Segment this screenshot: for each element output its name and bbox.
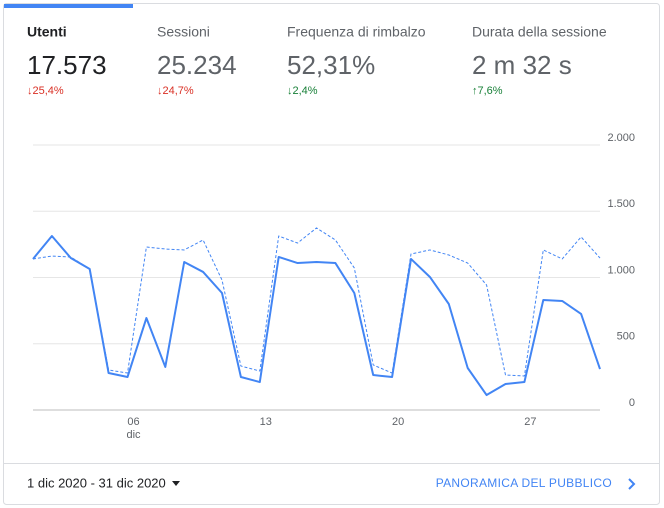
tab-change[interactable]: ↓2,4%	[287, 85, 318, 97]
tab-label[interactable]: Utenti	[27, 24, 67, 40]
y-tick-label: 0	[629, 397, 635, 409]
active-tab-indicator	[4, 4, 133, 8]
audience-link[interactable]: PANORAMICA DEL PUBBLICO	[436, 476, 612, 490]
tab-label[interactable]: Sessioni	[157, 24, 210, 40]
x-tick-label: 13	[260, 416, 272, 428]
card-border	[3, 3, 660, 505]
tab-value[interactable]: 2 m 32 s	[472, 50, 572, 80]
series-line	[32, 235, 601, 397]
x-tick-label: 27	[524, 416, 536, 428]
chevron[interactable]	[628, 478, 636, 490]
tab-change[interactable]: ↑7,6%	[472, 85, 503, 97]
tab-label[interactable]: Frequenza di rimbalzo	[287, 24, 426, 40]
dropdown-arrow[interactable]	[172, 481, 180, 486]
tab-label[interactable]: Durata della sessione	[472, 24, 607, 40]
comparison-line	[32, 227, 601, 377]
tab-value[interactable]: 17.573	[27, 50, 107, 80]
y-tick-label: 1.000	[607, 264, 635, 276]
tab-change[interactable]: ↓24,7%	[157, 85, 194, 97]
tab-value[interactable]: 25.234	[157, 50, 237, 80]
tab-value[interactable]: 52,31%	[287, 50, 375, 80]
y-tick-label: 1.500	[607, 198, 635, 210]
y-tick-label: 500	[617, 331, 635, 343]
date-range[interactable]: 1 dic 2020 - 31 dic 2020	[27, 475, 166, 490]
x-tick-label: 20	[392, 416, 404, 428]
x-tick-label: 06	[127, 416, 139, 428]
x-month-label: dic	[126, 429, 141, 441]
y-tick-label: 2.000	[607, 132, 635, 144]
tab-change[interactable]: ↓25,4%	[27, 85, 64, 97]
